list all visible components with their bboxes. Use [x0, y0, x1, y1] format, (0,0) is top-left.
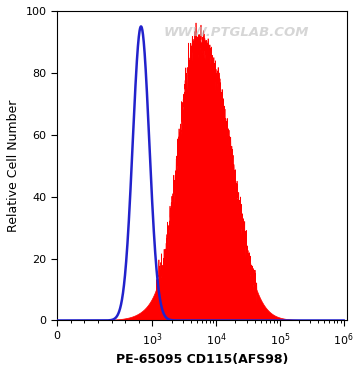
Y-axis label: Relative Cell Number: Relative Cell Number: [7, 100, 20, 232]
Text: WWW.PTGLAB.COM: WWW.PTGLAB.COM: [164, 26, 309, 40]
X-axis label: PE-65095 CD115(AFS98): PE-65095 CD115(AFS98): [116, 353, 288, 366]
